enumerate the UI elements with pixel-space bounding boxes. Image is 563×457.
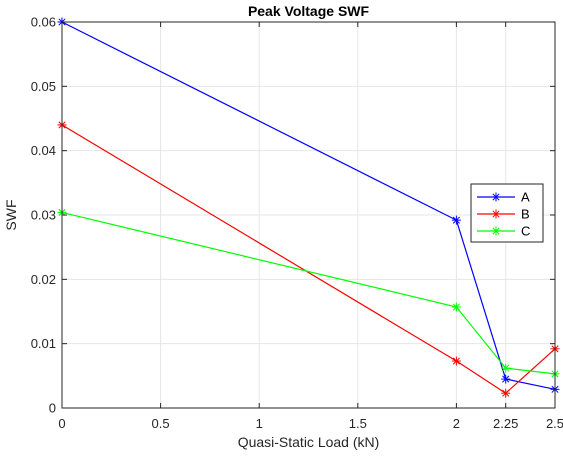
x-tick-label: 1 <box>256 416 263 431</box>
y-axis-title: SWF <box>3 199 19 230</box>
series-c-point <box>501 363 511 373</box>
series-b-point <box>451 356 461 366</box>
y-axis-ticks: 0 0.01 0.02 0.03 0.04 0.05 0.06 <box>31 15 555 416</box>
y-tick-label: 0 <box>49 401 56 416</box>
legend-label-a: A <box>521 190 530 205</box>
legend-box <box>470 183 544 243</box>
x-tick-label: 2 <box>453 416 460 431</box>
y-tick-label: 0.02 <box>31 272 56 287</box>
legend-entry-c: C <box>477 224 530 239</box>
legend-label-b: B <box>521 207 530 222</box>
series-c-point <box>451 302 461 312</box>
x-tick-label: 1.5 <box>349 416 367 431</box>
series-a-point <box>501 374 511 384</box>
legend-label-c: C <box>521 224 530 239</box>
y-tick-label: 0.01 <box>31 336 56 351</box>
legend: ABC <box>470 183 544 243</box>
y-tick-label: 0.03 <box>31 208 56 223</box>
x-axis-ticks: 0 0.5 1 1.5 2 2.25 2.5 <box>58 22 563 431</box>
legend-entry-a: A <box>477 190 530 205</box>
series-c-line <box>61 211 556 375</box>
chart-title: Peak Voltage SWF <box>248 3 370 19</box>
legend-entries: ABC <box>477 190 530 239</box>
x-tick-label: 0 <box>58 416 65 431</box>
legend-entry-b: B <box>477 207 530 222</box>
y-tick-label: 0.04 <box>31 143 56 158</box>
series-b-point <box>501 388 511 398</box>
series-a-point <box>451 215 461 225</box>
legend-marker-b <box>491 209 501 219</box>
legend-marker-a <box>491 192 501 202</box>
y-tick-label: 0.05 <box>31 79 56 94</box>
x-tick-label: 2.5 <box>546 416 563 431</box>
legend-marker-c <box>491 226 501 236</box>
x-axis-title: Quasi-Static Load (kN) <box>238 434 380 450</box>
x-tick-label: 0.5 <box>152 416 170 431</box>
series-a-line <box>61 21 556 390</box>
x-tick-label: 2.25 <box>493 416 518 431</box>
y-tick-label: 0.06 <box>31 15 56 30</box>
